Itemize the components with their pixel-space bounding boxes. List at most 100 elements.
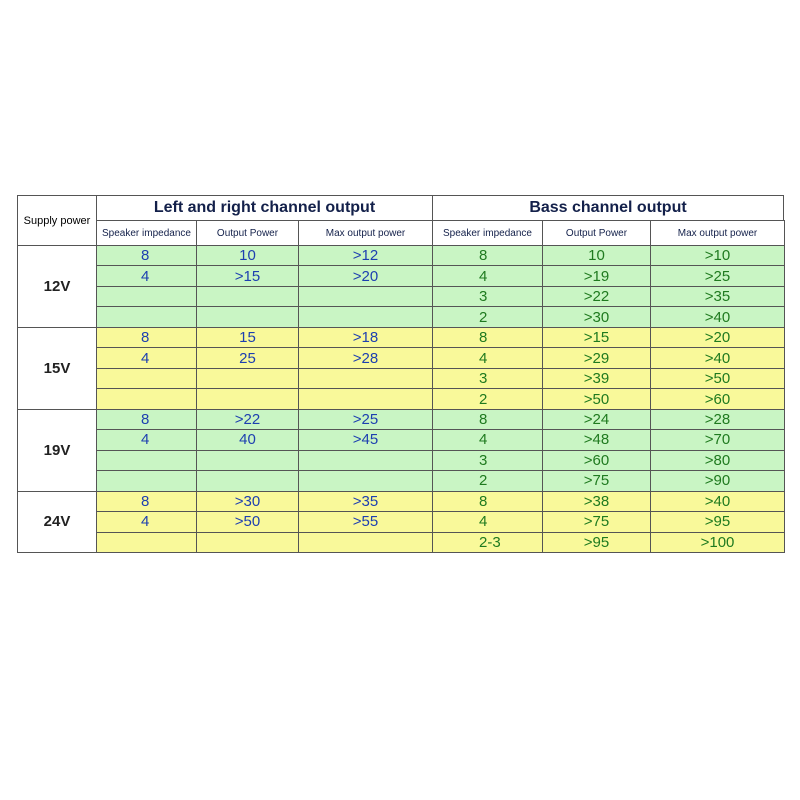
- value-cell: >40: [650, 347, 785, 369]
- value-cell: >30: [542, 306, 651, 328]
- value-cell: 10: [542, 245, 651, 267]
- value-cell: >38: [542, 490, 651, 513]
- value-cell: 4: [432, 265, 543, 287]
- value-cell: [196, 449, 299, 472]
- supply-header: Supply power: [17, 195, 97, 246]
- value-cell: >29: [542, 347, 651, 369]
- value-cell: 25: [196, 347, 299, 369]
- value-cell: [96, 285, 197, 308]
- value-cell: 4: [96, 265, 197, 287]
- value-cell: >55: [298, 511, 433, 533]
- supply-cell: 12V: [17, 245, 97, 328]
- sub-header: Output Power: [542, 220, 651, 246]
- value-cell: >50: [650, 367, 785, 390]
- value-cell: 8: [96, 408, 197, 431]
- supply-cell: 15V: [17, 326, 97, 410]
- value-cell: 15: [196, 326, 299, 349]
- value-cell: 4: [96, 511, 197, 533]
- value-cell: [196, 367, 299, 390]
- value-cell: [298, 531, 433, 554]
- value-cell: >75: [542, 470, 651, 492]
- value-cell: >50: [542, 388, 651, 410]
- value-cell: 4: [96, 429, 197, 451]
- value-cell: >18: [298, 326, 433, 349]
- value-cell: 8: [96, 490, 197, 513]
- value-cell: >25: [298, 408, 433, 431]
- value-cell: [96, 388, 197, 410]
- value-cell: >24: [542, 408, 651, 431]
- value-cell: 3: [432, 367, 543, 390]
- value-cell: 4: [96, 347, 197, 369]
- value-cell: >60: [650, 388, 785, 410]
- left-right-header: Left and right channel output: [96, 195, 433, 221]
- value-cell: >15: [542, 326, 651, 349]
- value-cell: 4: [432, 511, 543, 533]
- value-cell: 8: [96, 245, 197, 267]
- sub-header: Speaker impedance: [96, 220, 197, 246]
- value-cell: >90: [650, 470, 785, 492]
- supply-cell: 19V: [17, 408, 97, 492]
- value-cell: [196, 285, 299, 308]
- value-cell: [96, 367, 197, 390]
- value-cell: 8: [432, 245, 543, 267]
- value-cell: [298, 470, 433, 492]
- sub-header: Speaker impedance: [432, 220, 543, 246]
- value-cell: [196, 470, 299, 492]
- sub-header: Max output power: [298, 220, 433, 246]
- value-cell: [298, 449, 433, 472]
- value-cell: >30: [196, 490, 299, 513]
- value-cell: [196, 388, 299, 410]
- value-cell: >25: [650, 265, 785, 287]
- value-cell: >95: [542, 531, 651, 554]
- value-cell: [298, 367, 433, 390]
- value-cell: >35: [650, 285, 785, 308]
- value-cell: >45: [298, 429, 433, 451]
- value-cell: >95: [650, 511, 785, 533]
- value-cell: [96, 306, 197, 328]
- value-cell: 8: [432, 326, 543, 349]
- value-cell: >80: [650, 449, 785, 472]
- value-cell: 2: [432, 388, 543, 410]
- value-cell: 8: [432, 490, 543, 513]
- value-cell: >100: [650, 531, 785, 554]
- supply-cell: 24V: [17, 490, 97, 554]
- value-cell: >15: [196, 265, 299, 287]
- value-cell: >39: [542, 367, 651, 390]
- value-cell: [196, 306, 299, 328]
- value-cell: 8: [96, 326, 197, 349]
- value-cell: [298, 285, 433, 308]
- value-cell: 8: [432, 408, 543, 431]
- value-cell: >10: [650, 245, 785, 267]
- value-cell: [96, 470, 197, 492]
- value-cell: >48: [542, 429, 651, 451]
- value-cell: >40: [650, 306, 785, 328]
- value-cell: >70: [650, 429, 785, 451]
- sub-header: Output Power: [196, 220, 299, 246]
- value-cell: >12: [298, 245, 433, 267]
- value-cell: 3: [432, 449, 543, 472]
- sub-header: Max output power: [650, 220, 785, 246]
- value-cell: [298, 306, 433, 328]
- value-cell: >22: [196, 408, 299, 431]
- value-cell: 10: [196, 245, 299, 267]
- value-cell: >28: [298, 347, 433, 369]
- value-cell: 40: [196, 429, 299, 451]
- value-cell: >22: [542, 285, 651, 308]
- value-cell: >50: [196, 511, 299, 533]
- value-cell: 2: [432, 470, 543, 492]
- value-cell: >19: [542, 265, 651, 287]
- value-cell: 4: [432, 347, 543, 369]
- value-cell: 2-3: [432, 531, 543, 554]
- value-cell: [298, 388, 433, 410]
- value-cell: >75: [542, 511, 651, 533]
- value-cell: [96, 449, 197, 472]
- bass-header: Bass channel output: [432, 195, 784, 221]
- value-cell: >28: [650, 408, 785, 431]
- value-cell: >20: [650, 326, 785, 349]
- value-cell: [196, 531, 299, 554]
- value-cell: 2: [432, 306, 543, 328]
- value-cell: 3: [432, 285, 543, 308]
- value-cell: [96, 531, 197, 554]
